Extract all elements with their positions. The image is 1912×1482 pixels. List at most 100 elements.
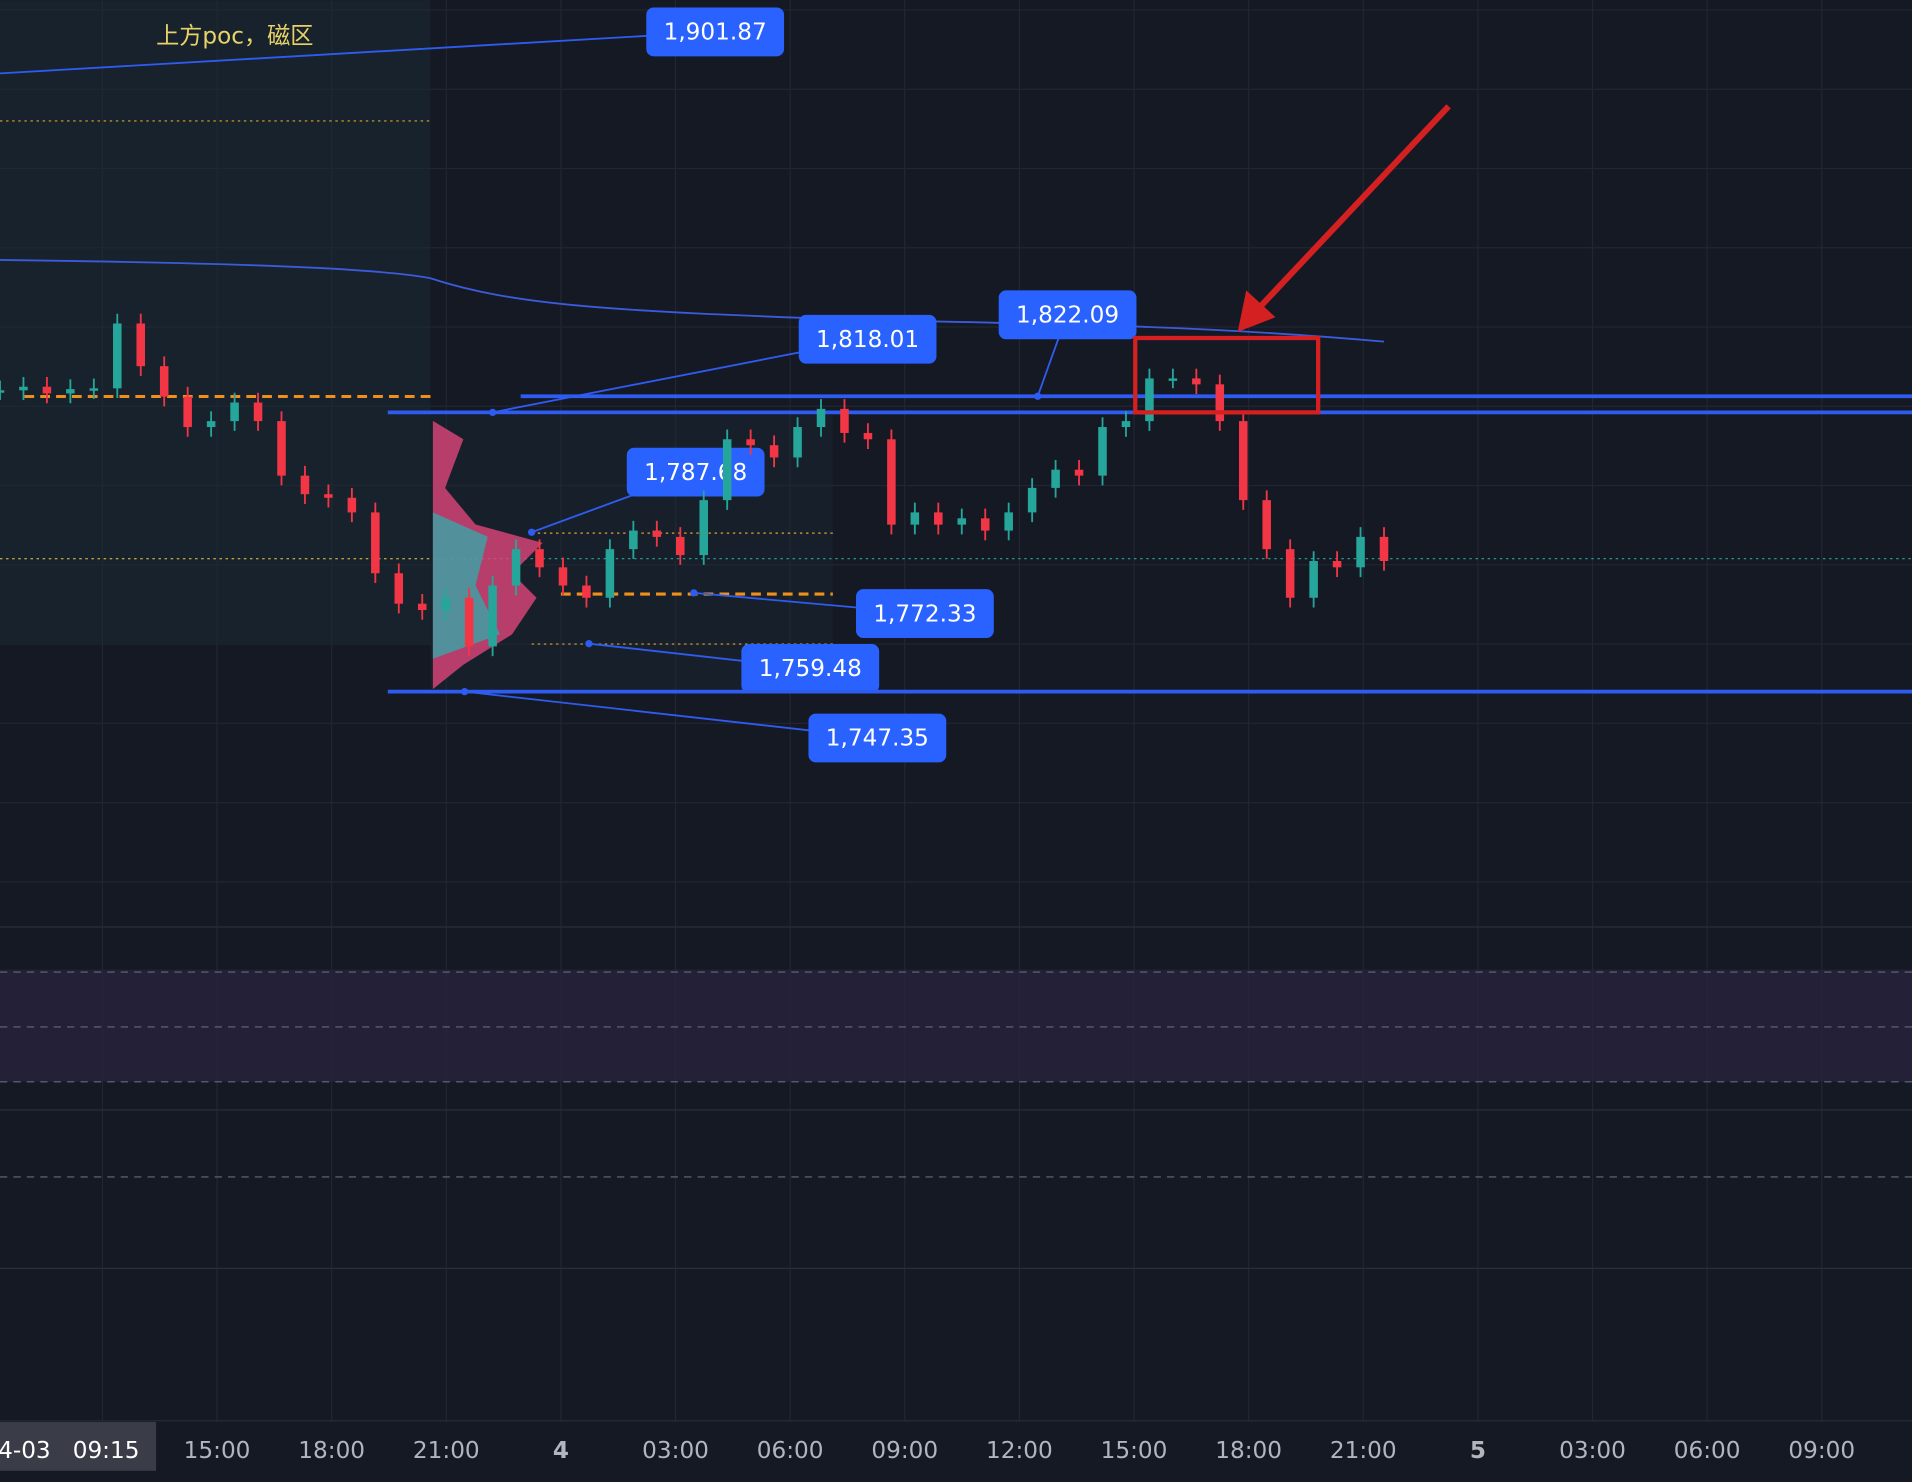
candle bbox=[1285, 549, 1295, 598]
candles bbox=[0, 313, 1389, 657]
candle bbox=[887, 439, 896, 525]
candle bbox=[300, 475, 310, 495]
anchor-point bbox=[460, 687, 469, 696]
price-label: 1,818.01 bbox=[816, 327, 919, 353]
arrow-head bbox=[1237, 290, 1276, 332]
candle bbox=[746, 439, 755, 446]
candle bbox=[277, 421, 286, 476]
time-label: 18:00 bbox=[1215, 1438, 1282, 1464]
candle bbox=[1004, 512, 1013, 531]
candle bbox=[1262, 500, 1271, 550]
candle bbox=[1168, 378, 1178, 381]
candle bbox=[441, 597, 450, 611]
price-label: 1,822.09 bbox=[1016, 303, 1119, 329]
candle bbox=[1051, 469, 1060, 488]
price-label-box bbox=[856, 589, 994, 638]
time-label: 03:00 bbox=[1559, 1438, 1626, 1464]
candle bbox=[417, 603, 427, 611]
rsi-band bbox=[0, 969, 1912, 1082]
candle bbox=[394, 573, 404, 604]
candle bbox=[42, 386, 52, 394]
candle bbox=[89, 388, 99, 391]
candle bbox=[1379, 536, 1389, 562]
candle bbox=[934, 512, 943, 525]
candle bbox=[0, 390, 5, 393]
candle bbox=[1145, 378, 1154, 422]
time-axis: 4-03 09:15 15:00 18:00 21:00 4 03:00 06:00 09:00… bbox=[0, 1438, 1855, 1464]
time-label: 5 bbox=[1470, 1438, 1486, 1464]
candle bbox=[910, 512, 920, 525]
candle bbox=[206, 421, 216, 428]
candle bbox=[1238, 421, 1248, 501]
candle bbox=[464, 597, 474, 647]
candle bbox=[816, 408, 826, 428]
candle bbox=[1356, 536, 1365, 568]
candle bbox=[1121, 421, 1131, 428]
time-label: 4-03 bbox=[0, 1438, 51, 1464]
connector bbox=[464, 690, 877, 739]
candle bbox=[980, 518, 990, 531]
candle bbox=[1098, 427, 1107, 476]
time-label: 21:00 bbox=[1330, 1438, 1397, 1464]
candle bbox=[558, 567, 568, 586]
anchor-point bbox=[527, 528, 536, 536]
candle bbox=[183, 396, 192, 428]
time-label: 21:00 bbox=[413, 1438, 480, 1464]
candle bbox=[113, 323, 122, 389]
time-label: 4 bbox=[553, 1438, 569, 1464]
candle bbox=[793, 427, 802, 458]
anchor-point bbox=[690, 589, 698, 597]
candle bbox=[66, 389, 75, 394]
candle bbox=[19, 386, 28, 391]
candle bbox=[1309, 561, 1318, 598]
candle bbox=[1027, 487, 1037, 513]
candle bbox=[582, 585, 591, 598]
price-label: 1,759.48 bbox=[759, 656, 862, 682]
price-label-box bbox=[798, 314, 937, 364]
time-label: 06:00 bbox=[1674, 1438, 1741, 1464]
candle bbox=[629, 530, 638, 550]
candle bbox=[863, 432, 873, 440]
price-label: 1,787.68 bbox=[644, 460, 747, 486]
time-cursor-box bbox=[0, 1422, 157, 1471]
arrow-shaft bbox=[1253, 104, 1451, 314]
candle bbox=[136, 323, 146, 367]
moving-average bbox=[0, 259, 1385, 343]
candle bbox=[722, 439, 732, 501]
anchor-point bbox=[1034, 392, 1042, 400]
candle bbox=[676, 536, 685, 556]
candle bbox=[324, 494, 333, 498]
price-label: 1,772.33 bbox=[873, 601, 976, 627]
price-label-box bbox=[808, 713, 947, 763]
anchor-point bbox=[585, 640, 593, 648]
candle bbox=[1215, 384, 1225, 422]
price-label-box bbox=[998, 290, 1137, 340]
candle bbox=[957, 518, 967, 525]
volume-profile bbox=[432, 512, 500, 659]
annotation: 上方poc，磁区 bbox=[156, 23, 313, 49]
candle bbox=[535, 549, 544, 568]
price-label-box bbox=[741, 644, 880, 693]
time-label: 15:00 bbox=[1101, 1438, 1168, 1464]
candle bbox=[159, 366, 169, 397]
time-label: 09:00 bbox=[871, 1438, 938, 1464]
candle bbox=[1192, 378, 1201, 385]
candle bbox=[769, 445, 779, 458]
time-label: 03:00 bbox=[642, 1438, 709, 1464]
candle bbox=[605, 549, 615, 598]
candle bbox=[840, 408, 849, 433]
highlight-box bbox=[1133, 335, 1321, 415]
price-label-box bbox=[646, 7, 785, 57]
candle bbox=[253, 402, 263, 422]
candle bbox=[371, 512, 380, 574]
time-label: 09:15 bbox=[73, 1438, 140, 1464]
price-label: 1,747.35 bbox=[826, 726, 929, 752]
connector bbox=[0, 31, 715, 75]
time-label: 06:00 bbox=[757, 1438, 824, 1464]
volume-profile-area bbox=[0, 0, 431, 643]
candle bbox=[511, 549, 521, 586]
candle bbox=[230, 402, 239, 422]
candle bbox=[488, 585, 497, 647]
